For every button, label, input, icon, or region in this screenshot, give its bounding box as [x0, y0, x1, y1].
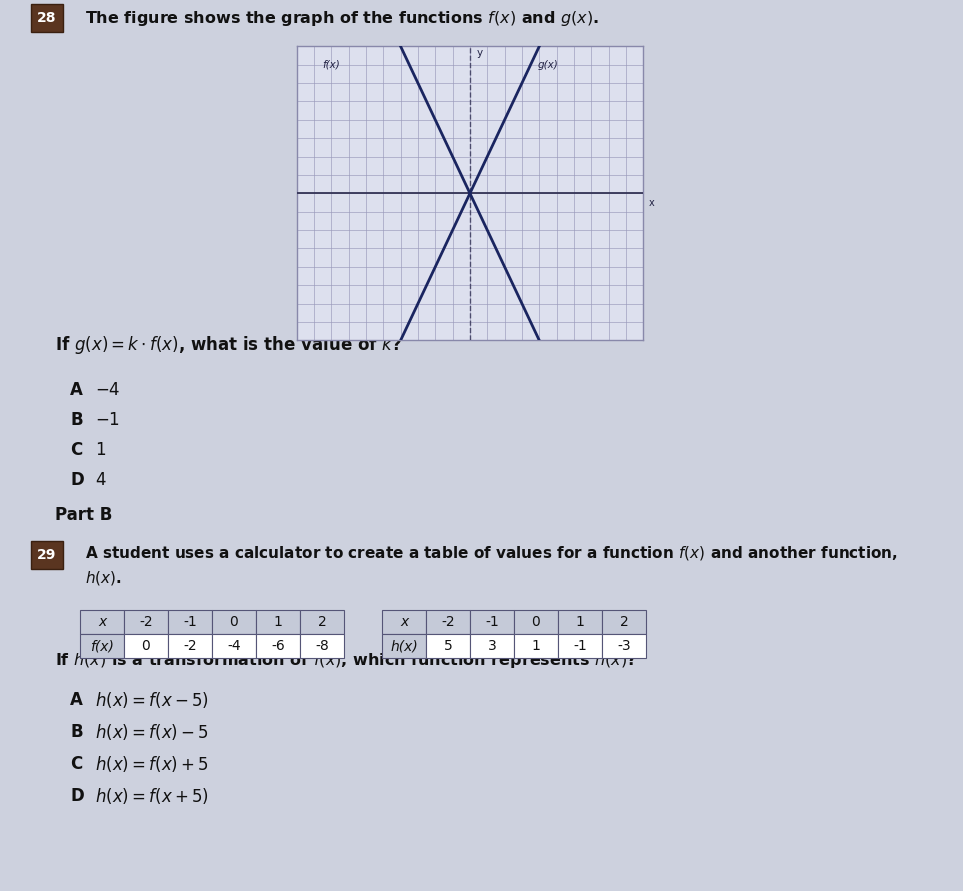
- Text: Part B: Part B: [55, 506, 113, 524]
- Text: $h(x) = f(x-5)$: $h(x) = f(x-5)$: [95, 690, 209, 710]
- Bar: [558, 634, 602, 658]
- Bar: [124, 610, 168, 634]
- Text: x: x: [648, 198, 654, 208]
- Bar: [256, 610, 300, 634]
- Text: 29: 29: [38, 548, 57, 562]
- Bar: [470, 634, 514, 658]
- Text: 2: 2: [619, 615, 629, 629]
- Text: 2: 2: [318, 615, 326, 629]
- Text: If $h(x)$ is a transformation of $f(x)$, which function represents $h(x)$?: If $h(x)$ is a transformation of $f(x)$,…: [55, 650, 637, 669]
- Bar: [470, 610, 514, 634]
- FancyBboxPatch shape: [31, 4, 63, 32]
- Bar: [382, 634, 426, 658]
- Text: B: B: [70, 723, 83, 741]
- Bar: [80, 610, 124, 634]
- Text: A: A: [70, 691, 83, 709]
- Text: 0: 0: [142, 639, 150, 653]
- Text: B: B: [70, 411, 83, 429]
- Text: 1: 1: [576, 615, 585, 629]
- FancyBboxPatch shape: [31, 541, 63, 569]
- Text: C: C: [70, 441, 82, 459]
- Bar: [80, 634, 124, 658]
- Bar: [300, 634, 344, 658]
- Text: f(x): f(x): [91, 639, 114, 653]
- Text: 0: 0: [532, 615, 540, 629]
- Text: $h(x) = f(x+5)$: $h(x) = f(x+5)$: [95, 786, 209, 806]
- Text: -2: -2: [183, 639, 196, 653]
- Text: 28: 28: [38, 11, 57, 25]
- Text: -2: -2: [441, 615, 455, 629]
- Text: 5: 5: [444, 639, 453, 653]
- Text: If $g(x) = k \cdot f(x)$, what is the value of $k$?: If $g(x) = k \cdot f(x)$, what is the va…: [55, 334, 402, 356]
- Bar: [426, 610, 470, 634]
- Text: $h(x) = f(x)-5$: $h(x) = f(x)-5$: [95, 722, 209, 742]
- Bar: [382, 610, 426, 634]
- Text: 1: 1: [273, 615, 282, 629]
- Text: f(x): f(x): [323, 60, 340, 69]
- Bar: [124, 634, 168, 658]
- Text: x: x: [98, 615, 106, 629]
- Text: $-1$: $-1$: [95, 411, 120, 429]
- Bar: [514, 610, 558, 634]
- Text: A: A: [70, 381, 83, 399]
- Text: D: D: [70, 471, 84, 489]
- Text: A student uses a calculator to create a table of values for a function $f(x)$ an: A student uses a calculator to create a …: [85, 544, 898, 562]
- Text: -6: -6: [272, 639, 285, 653]
- Text: The figure shows the graph of the functions $f(x)$ and $g(x)$.: The figure shows the graph of the functi…: [85, 9, 599, 28]
- Bar: [168, 610, 212, 634]
- Text: 3: 3: [487, 639, 496, 653]
- Text: -1: -1: [573, 639, 586, 653]
- Text: -1: -1: [485, 615, 499, 629]
- Text: -1: -1: [183, 615, 196, 629]
- Text: 0: 0: [229, 615, 239, 629]
- Text: C: C: [70, 755, 82, 773]
- Bar: [602, 610, 646, 634]
- Text: -2: -2: [140, 615, 153, 629]
- Bar: [212, 610, 256, 634]
- Text: g(x): g(x): [537, 60, 559, 69]
- Text: $h(x) = f(x)+5$: $h(x) = f(x)+5$: [95, 754, 209, 774]
- Text: -8: -8: [315, 639, 329, 653]
- Text: y: y: [477, 47, 483, 58]
- Text: $4$: $4$: [95, 471, 107, 489]
- Text: -3: -3: [617, 639, 631, 653]
- Text: $h(x)$.: $h(x)$.: [85, 569, 121, 587]
- Text: 1: 1: [532, 639, 540, 653]
- Bar: [168, 634, 212, 658]
- Bar: [558, 610, 602, 634]
- Bar: [300, 610, 344, 634]
- Text: $1$: $1$: [95, 441, 106, 459]
- Text: D: D: [70, 787, 84, 805]
- Text: -4: -4: [227, 639, 241, 653]
- Bar: [602, 634, 646, 658]
- Bar: [256, 634, 300, 658]
- Bar: [426, 634, 470, 658]
- Text: $-4$: $-4$: [95, 381, 120, 399]
- Text: h(x): h(x): [390, 639, 418, 653]
- Bar: [212, 634, 256, 658]
- Bar: [514, 634, 558, 658]
- Text: x: x: [400, 615, 408, 629]
